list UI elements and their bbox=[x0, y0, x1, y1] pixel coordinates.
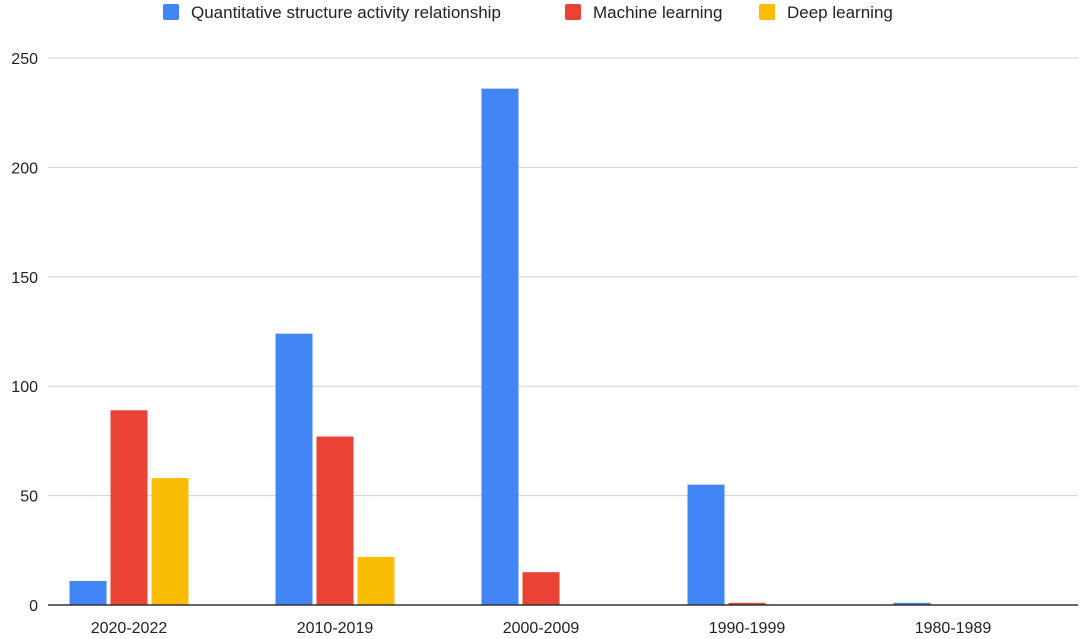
y-tick-label: 150 bbox=[11, 270, 38, 287]
x-tick-label: 2000-2009 bbox=[503, 620, 580, 637]
bar-2000-2009-machine-learning bbox=[522, 572, 560, 605]
legend-swatch bbox=[565, 4, 581, 20]
legend-swatch bbox=[759, 4, 775, 20]
legend-label: Deep learning bbox=[787, 3, 893, 22]
y-tick-label: 200 bbox=[11, 160, 38, 177]
legend-swatch bbox=[163, 4, 179, 20]
bar-1990-1999-quantitative-structure-activity-relationship bbox=[687, 484, 725, 605]
y-tick-label: 100 bbox=[11, 379, 38, 396]
bar-2010-2019-deep-learning bbox=[357, 556, 395, 605]
x-tick-label: 1990-1999 bbox=[709, 620, 786, 637]
bar-1980-1989-quantitative-structure-activity-relationship bbox=[893, 602, 931, 605]
y-tick-label: 250 bbox=[11, 51, 38, 68]
x-axis-ticks: 2020-2022 2010-2019 2000-2009 1990-1999 1980… bbox=[91, 620, 992, 637]
bar-2010-2019-machine-learning bbox=[316, 436, 354, 605]
x-tick-label: 2020-2022 bbox=[91, 620, 168, 637]
bar-1990-1999-machine-learning bbox=[728, 602, 766, 605]
legend: Quantitative structure activity relation… bbox=[163, 3, 893, 22]
bars bbox=[69, 88, 931, 605]
bar-2020-2022-deep-learning bbox=[151, 478, 189, 605]
bar-2000-2009-quantitative-structure-activity-relationship bbox=[481, 88, 519, 605]
gridlines bbox=[48, 57, 1078, 497]
bar-2010-2019-quantitative-structure-activity-relationship bbox=[275, 333, 313, 605]
bar-2020-2022-machine-learning bbox=[110, 410, 148, 605]
y-tick-label: 50 bbox=[20, 489, 38, 506]
bar-2020-2022-quantitative-structure-activity-relationship bbox=[69, 580, 107, 605]
x-tick-label: 2010-2019 bbox=[297, 620, 374, 637]
y-tick-label: 0 bbox=[29, 598, 38, 615]
legend-label: Quantitative structure activity relation… bbox=[191, 3, 501, 22]
legend-label: Machine learning bbox=[593, 3, 722, 22]
y-axis-ticks: 0 50 100 150 200 250 bbox=[11, 51, 38, 615]
x-tick-label: 1980-1989 bbox=[915, 620, 992, 637]
